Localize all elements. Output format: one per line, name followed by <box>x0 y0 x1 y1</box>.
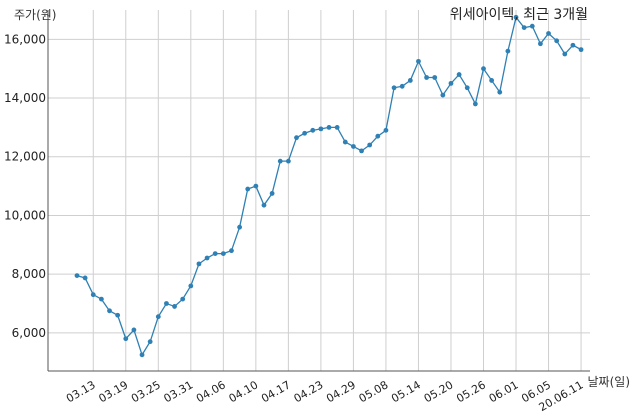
data-point <box>375 133 381 139</box>
data-point <box>440 92 446 98</box>
y-tick-label: 10,000 <box>4 208 46 222</box>
x-tick-label: 05.08 <box>357 378 391 405</box>
data-point <box>107 308 112 314</box>
x-tick-label: 03.25 <box>129 378 163 405</box>
data-point <box>554 38 560 44</box>
data-point <box>131 327 137 333</box>
data-point <box>253 183 259 189</box>
data-point <box>529 23 535 29</box>
data-point <box>204 255 210 261</box>
y-axis-title: 주가(원) <box>14 8 56 22</box>
data-point <box>416 58 421 64</box>
data-point <box>302 130 308 136</box>
x-tick-label: 06.01 <box>487 378 521 405</box>
data-point <box>261 202 267 208</box>
x-tick-label: 05.26 <box>454 378 488 405</box>
data-point <box>115 312 121 318</box>
data-point <box>521 25 527 31</box>
x-tick-label: 05.14 <box>389 378 423 405</box>
data-point <box>505 48 511 54</box>
data-point <box>562 51 568 57</box>
data-point <box>538 41 543 47</box>
data-point <box>359 148 364 154</box>
data-point <box>155 314 161 320</box>
data-point <box>277 158 283 164</box>
data-point <box>546 31 551 36</box>
data-point <box>351 144 356 149</box>
data-point <box>294 135 299 141</box>
axes <box>47 10 590 372</box>
data-point <box>90 292 96 298</box>
x-tick-label: 03.31 <box>162 378 196 405</box>
data-point <box>212 251 218 257</box>
data-point <box>424 75 429 80</box>
data-point <box>245 186 251 192</box>
chart-title: 위세아이텍, 최근 3개월 <box>450 7 588 23</box>
data-point <box>367 142 373 148</box>
data-point <box>172 304 177 309</box>
data-point <box>497 89 503 95</box>
data-point <box>407 78 413 83</box>
y-tick-label: 12,000 <box>4 150 46 164</box>
data-point <box>285 158 291 164</box>
data-point <box>220 251 226 257</box>
y-tick-label: 14,000 <box>4 91 46 105</box>
x-axis-title: 날짜(일) <box>588 375 630 389</box>
data-point <box>74 273 80 279</box>
y-tick-label: 8,000 <box>12 267 46 281</box>
y-tick-label: 6,000 <box>12 326 46 340</box>
data-point <box>342 139 348 145</box>
data-point <box>310 127 316 133</box>
data-point <box>229 248 234 254</box>
data-point <box>269 191 275 196</box>
data-point <box>98 296 104 302</box>
x-tick-labels: 03.1303.1903.2503.3104.0604.1004.1704.23… <box>64 378 586 414</box>
data-point <box>489 78 495 83</box>
data-point <box>139 352 145 358</box>
x-tick-label: 03.13 <box>64 378 98 405</box>
data-point <box>180 296 186 302</box>
y-tick-label: 16,000 <box>4 32 46 46</box>
data-point <box>513 14 519 20</box>
price-series <box>74 14 584 358</box>
data-point <box>456 72 462 77</box>
data-point <box>391 85 397 91</box>
series-line <box>76 15 582 357</box>
x-tick-label: 03.19 <box>97 378 131 405</box>
data-point <box>147 339 153 345</box>
y-tick-labels: 6,000 8,000 10,000 12,000 14,000 16,000 <box>4 32 46 339</box>
data-point <box>481 66 486 72</box>
x-tick-label: 04.10 <box>227 378 261 405</box>
data-point <box>472 101 478 107</box>
data-point <box>237 224 243 230</box>
data-point <box>578 47 584 53</box>
data-point <box>399 83 405 89</box>
x-tick-label: 04.23 <box>292 378 326 405</box>
x-tick-label: 04.06 <box>194 378 228 405</box>
data-point <box>188 283 194 289</box>
data-point <box>123 336 129 342</box>
data-point <box>318 126 324 132</box>
data-point <box>326 124 332 130</box>
data-point <box>164 301 169 306</box>
data-point <box>383 127 389 133</box>
data-point <box>464 85 470 91</box>
x-tick-label: 05.20 <box>422 378 456 405</box>
data-point <box>334 124 340 130</box>
x-tick-label: 04.29 <box>324 378 358 405</box>
data-point <box>570 42 576 48</box>
data-point <box>82 275 88 281</box>
data-point <box>448 80 454 86</box>
x-tick-label: 04.17 <box>259 378 293 405</box>
grid-lines <box>48 10 590 371</box>
data-point <box>196 261 202 267</box>
data-point <box>432 75 438 80</box>
